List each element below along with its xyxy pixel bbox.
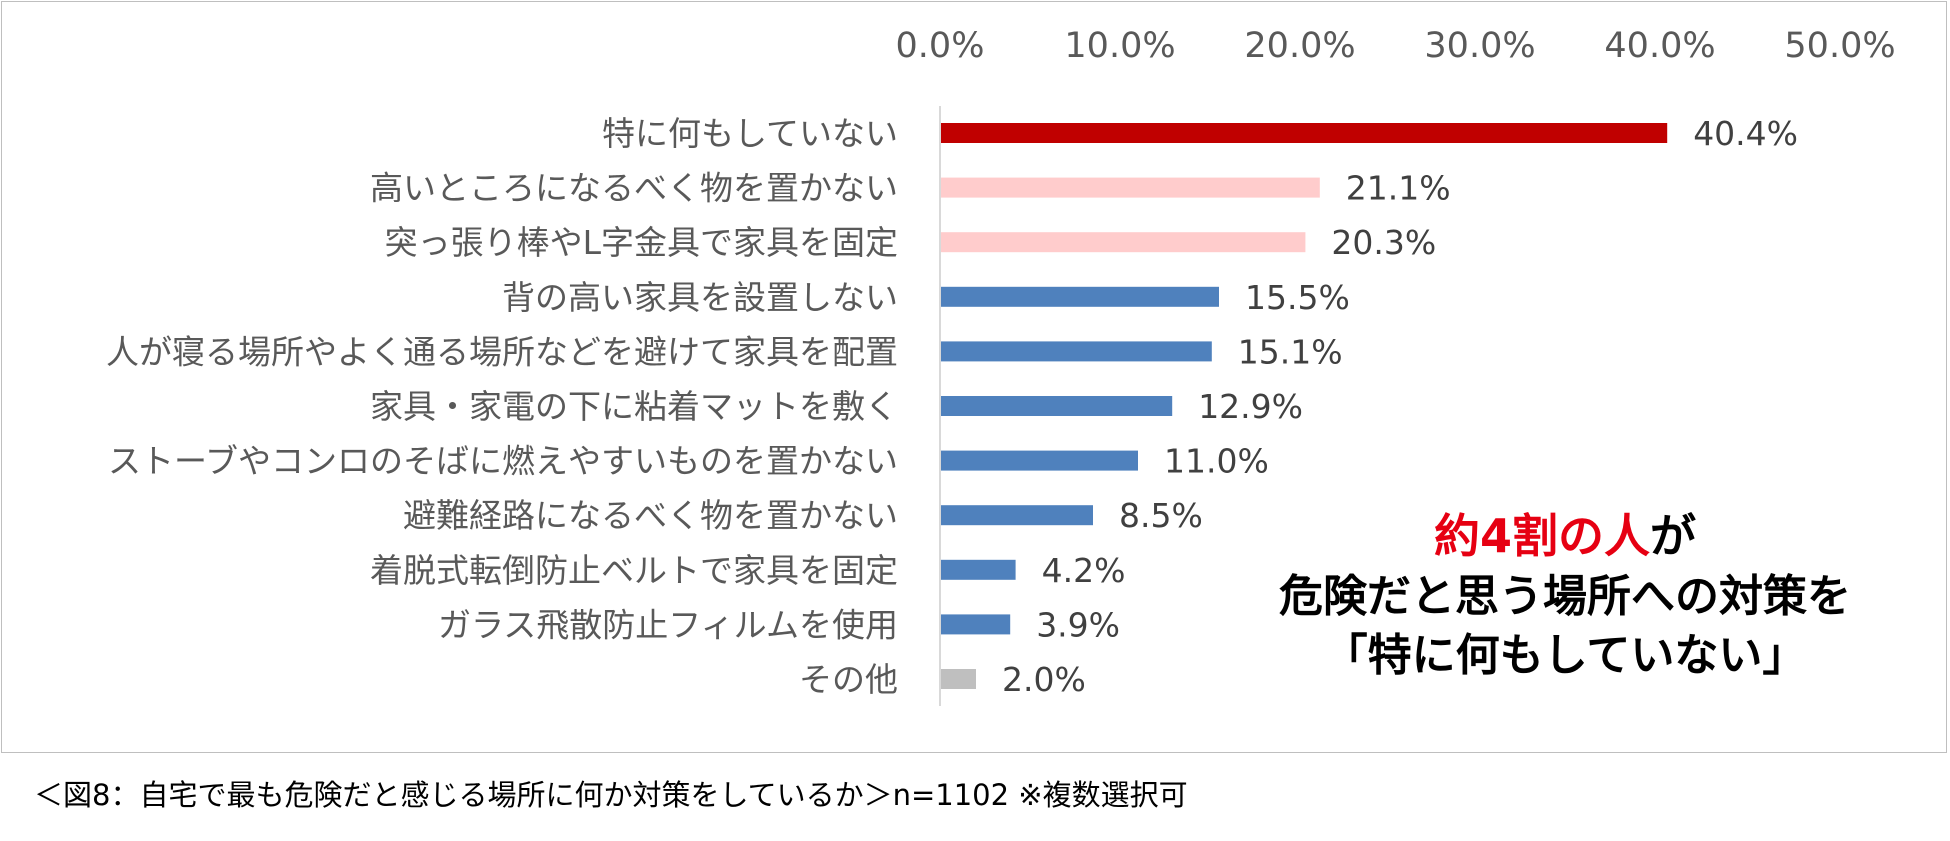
value-labels: 40.4% 21.1% 20.3% 15.5% 15.1% 12.9% 11.0% 8.5% 4… xyxy=(1002,114,1798,699)
x-tick-label: 20.0% xyxy=(1244,26,1355,66)
bar xyxy=(941,505,1093,526)
x-tick-label: 0.0% xyxy=(896,26,985,66)
annotation-line-2: 危険だと思う場所への対策を xyxy=(1279,571,1851,623)
value-label: 2.0% xyxy=(1002,660,1086,699)
bar xyxy=(941,123,1668,143)
category-label: 人が寝る場所やよく通る場所などを避けて家具を配置 xyxy=(106,332,898,371)
category-label: 背の高い家具を設置しない xyxy=(502,278,898,317)
annotation-highlight: 約4割の人 xyxy=(1433,509,1650,563)
value-label: 3.9% xyxy=(1036,605,1120,644)
value-label: 20.3% xyxy=(1331,223,1436,262)
bar xyxy=(941,396,1173,416)
x-tick-label: 30.0% xyxy=(1424,26,1535,66)
value-label: 12.9% xyxy=(1198,387,1303,426)
category-label: 家具・家電の下に粘着マットを敷く xyxy=(370,387,898,426)
bars xyxy=(941,123,1668,689)
bar xyxy=(941,614,1011,635)
value-label: 21.1% xyxy=(1346,169,1451,208)
x-tick-label: 40.0% xyxy=(1604,26,1715,66)
category-label: ストーブやコンロのそばに燃えやすいものを置かない xyxy=(108,442,898,481)
category-label: その他 xyxy=(799,660,898,699)
bar xyxy=(941,669,976,689)
x-tick-label: 50.0% xyxy=(1784,26,1895,66)
category-label: ガラス飛散防止フィルムを使用 xyxy=(438,605,898,644)
category-label: 特に何もしていない xyxy=(602,114,898,153)
value-label: 4.2% xyxy=(1042,551,1126,590)
value-label: 15.1% xyxy=(1238,332,1343,371)
annotation-line-1-rest: が xyxy=(1650,509,1696,563)
bar xyxy=(941,559,1016,580)
annotation-line-3: 「特に何もしていない」 xyxy=(1323,630,1807,682)
value-label: 15.5% xyxy=(1245,278,1350,317)
category-label: 突っ張り棒やL字金具で家具を固定 xyxy=(385,223,898,262)
value-label: 40.4% xyxy=(1693,114,1798,153)
annotation-callout: 約4割の人が 危険だと思う場所への対策を 「特に何もしていない」 xyxy=(1220,505,1910,686)
annotation-line-1: 約4割の人が xyxy=(1220,505,1910,567)
bar xyxy=(941,232,1306,253)
value-label: 11.0% xyxy=(1164,442,1269,481)
bar xyxy=(941,286,1219,307)
x-axis-ticks: 0.0% 10.0% 20.0% 30.0% 40.0% 50.0% xyxy=(896,26,1896,66)
category-label: 避難経路になるべく物を置かない xyxy=(403,496,898,535)
category-label: 着脱式転倒防止ベルトで家具を固定 xyxy=(370,551,898,590)
bar xyxy=(941,177,1320,198)
x-tick-label: 10.0% xyxy=(1064,26,1175,66)
figure-caption: ＜図8：自宅で最も危険だと感じる場所に何か対策をしているか＞n=1102 ※複数… xyxy=(34,778,1188,812)
category-label: 高いところになるべく物を置かない xyxy=(370,169,898,208)
value-label: 8.5% xyxy=(1119,496,1203,535)
bar xyxy=(941,450,1138,471)
bar xyxy=(941,341,1212,362)
category-labels: 特に何もしていない高いところになるべく物を置かない突っ張り棒やL字金具で家具を固… xyxy=(106,114,898,699)
